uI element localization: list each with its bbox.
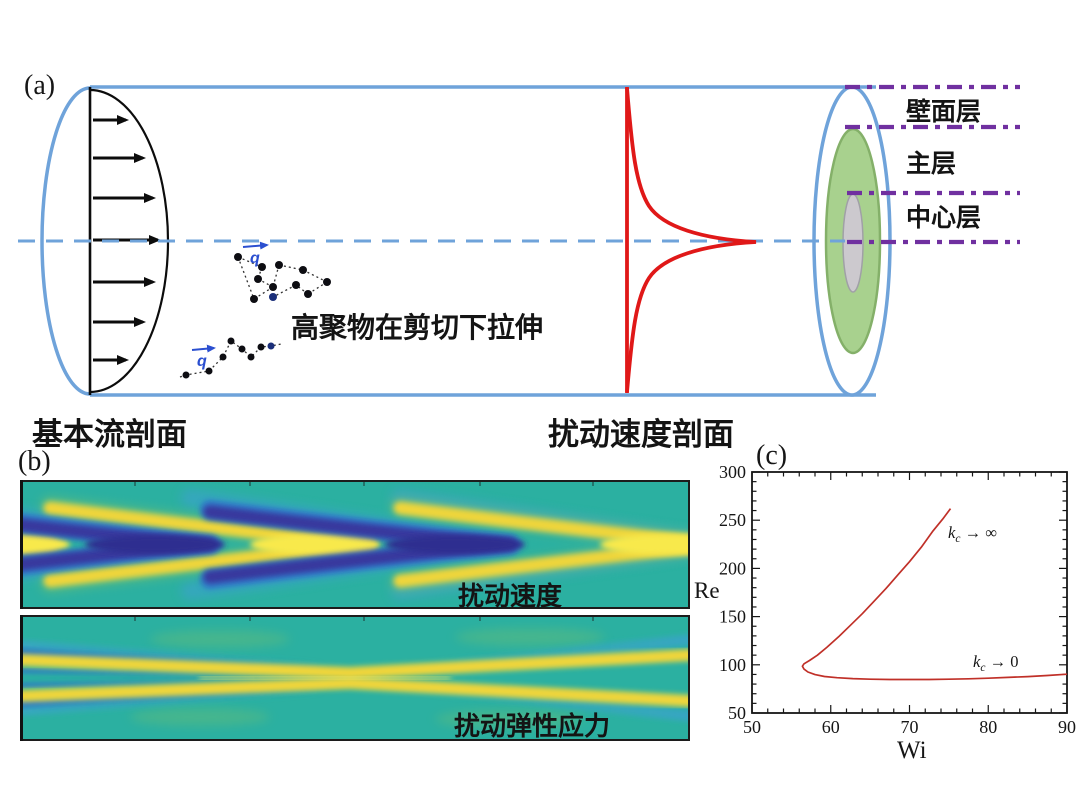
y-tick-label: 50 — [728, 703, 746, 723]
heatmap-stress: 扰动弹性应力 — [20, 615, 690, 741]
y-tick-label: 200 — [719, 558, 746, 578]
perturb-profile-caption: 扰动速度剖面 — [548, 417, 734, 452]
stability-plot: 50 60 70 80 90 50 100 150 200 250 300 Re Wi kc → ∞… — [694, 462, 1076, 764]
velocity-arrows — [93, 115, 161, 365]
base-flow-caption: 基本流剖面 — [32, 417, 187, 452]
y-axis-label: Re — [694, 578, 720, 603]
panel-b-letter: (b) — [18, 446, 51, 477]
polymer-bond-lines — [179, 340, 282, 378]
x-tick-label: 90 — [1058, 717, 1076, 737]
x-tick-label: 70 — [901, 717, 919, 737]
q-vector-label: q — [197, 353, 207, 370]
y-tick-label: 250 — [719, 510, 746, 530]
y-tick-label: 100 — [719, 655, 746, 675]
annotation-kc-zero: kc → 0 — [973, 652, 1018, 674]
q-vector-arrow — [242, 241, 269, 250]
q-vector-label: q — [250, 250, 260, 267]
plot-dynamic: 50 60 70 80 90 50 100 150 200 250 300 — [719, 462, 1076, 737]
yellow-apex-cores — [20, 534, 690, 555]
stripes — [20, 634, 690, 722]
base-flow-profile — [88, 87, 170, 395]
dark-blue-apex-cores — [85, 535, 525, 554]
heatmap2-title: 扰动弹性应力 — [454, 711, 610, 741]
center-layer-label: 中心层 — [906, 204, 981, 232]
polymer-stretched: q — [179, 337, 282, 379]
polymer-caption: 高聚物在剪切下拉伸 — [291, 311, 543, 343]
y-tick-label: 300 — [719, 462, 746, 482]
polymer-coiled: q — [234, 241, 331, 303]
q-vector-arrow — [191, 344, 216, 353]
perturbation-profile — [625, 87, 757, 393]
heatmap-velocity: 扰动速度 — [20, 480, 690, 609]
x-tick-label: 80 — [979, 717, 997, 737]
polymer-beads — [182, 337, 275, 379]
main-layer-label: 主层 — [906, 150, 956, 178]
layer-boundaries — [845, 84, 1020, 245]
polymer-beads — [234, 253, 331, 303]
pipe-left-cap — [40, 86, 91, 396]
heatmap1-title: 扰动速度 — [458, 581, 562, 609]
x-tick-label: 50 — [743, 717, 761, 737]
panel-a-letter: (a) — [24, 70, 56, 101]
x-tick-label: 60 — [822, 717, 840, 737]
green-blobs — [130, 628, 605, 728]
pipe-walls — [40, 85, 876, 397]
annotation-kc-infinity: kc → ∞ — [948, 523, 997, 545]
panel-c-letter: (c) — [756, 440, 788, 471]
wall-layer-label: 壁面层 — [906, 97, 981, 126]
stability-curve — [801, 508, 1068, 681]
y-tick-label: 150 — [719, 607, 746, 627]
pipe-schematic: q q 高聚物在剪切下拉伸 基本流剖面 扰动速度剖面 壁面层 主层 中心层 — [18, 84, 1020, 452]
x-axis-label: Wi — [897, 737, 927, 764]
